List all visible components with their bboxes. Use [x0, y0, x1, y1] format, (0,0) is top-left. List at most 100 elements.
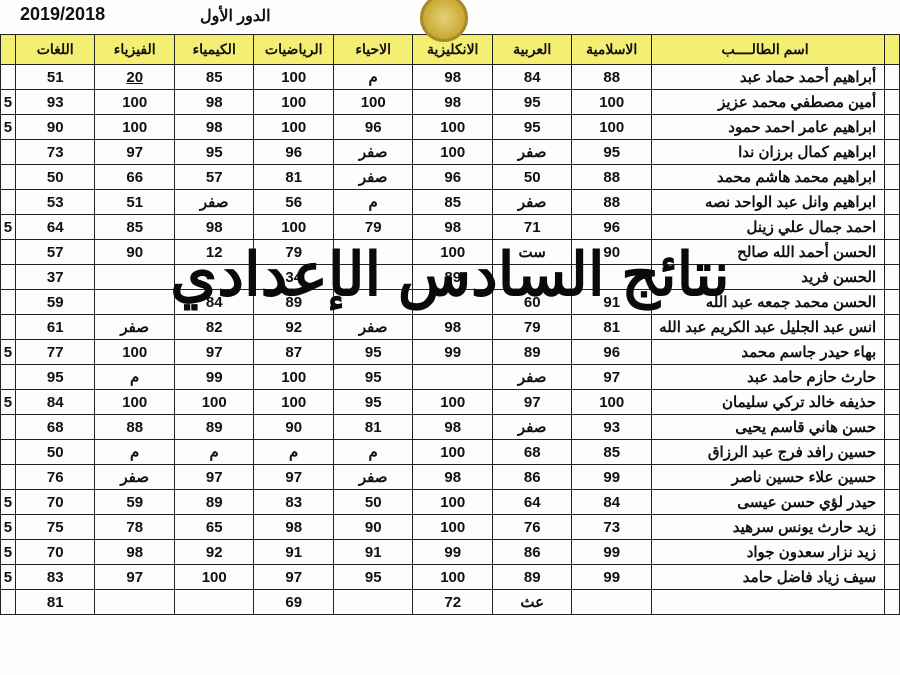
cell-islamic: 85	[572, 440, 652, 465]
cell-cut-right	[885, 365, 900, 390]
cell-chem	[174, 590, 254, 615]
cell-phys: 90	[95, 240, 175, 265]
cell-chem: 98	[174, 215, 254, 240]
grades-table: اسم الطالــــبالاسلاميةالعربيةالانكليزية…	[0, 34, 900, 615]
cell-name: زيد حارث يونس سرهيد	[651, 515, 884, 540]
cell-bio: صفر	[333, 140, 413, 165]
cell-islamic: 99	[572, 565, 652, 590]
cell-islamic	[572, 265, 652, 290]
cell-math: 100	[254, 65, 334, 90]
cell-lang: 64	[15, 215, 95, 240]
cell-phys: 85	[95, 215, 175, 240]
cell-cut-left	[1, 415, 16, 440]
cell-name: احمد جمال علي زينل	[651, 215, 884, 240]
cell-chem: 89	[174, 490, 254, 515]
cell-cut-right	[885, 465, 900, 490]
cell-name	[651, 590, 884, 615]
col-math: الرياضيات	[254, 35, 334, 65]
cell-name: حارث حازم حامد عبد	[651, 365, 884, 390]
cell-phys: م	[95, 365, 175, 390]
cell-lang: 37	[15, 265, 95, 290]
cell-math: 96	[254, 140, 334, 165]
cell-math: 90	[254, 415, 334, 440]
cell-cut-right	[885, 90, 900, 115]
cell-cut-left: 5	[1, 515, 16, 540]
col-islamic: الاسلامية	[572, 35, 652, 65]
cell-phys: 100	[95, 90, 175, 115]
table-row: أمين مصطفي محمد عزيز10095981001009810093…	[1, 90, 900, 115]
cell-chem: 84	[174, 290, 254, 315]
cell-islamic: 73	[572, 515, 652, 540]
cell-chem: 98	[174, 90, 254, 115]
cell-english: 98	[413, 315, 493, 340]
table-row: انس عبد الجليل عبد الكريم عبد الله817998…	[1, 315, 900, 340]
cell-cut-left	[1, 590, 16, 615]
col-arabic: العربية	[492, 35, 572, 65]
table-body: أبراهيم أحمد حماد عبد888498م100852051أمي…	[1, 65, 900, 615]
table-row: حسين علاء حسين ناصر998698صفر9797صفر76	[1, 465, 900, 490]
cell-lang: 77	[15, 340, 95, 365]
table-row: حسين رافد فرج عبد الرزاق8568100مممم50	[1, 440, 900, 465]
cell-cut-left	[1, 315, 16, 340]
col-phys: الفيزياء	[95, 35, 175, 65]
cell-phys	[95, 590, 175, 615]
cell-lang: 75	[15, 515, 95, 540]
cell-bio: 79	[333, 215, 413, 240]
cell-arabic: 60	[492, 290, 572, 315]
table-row: الحسن أحمد الله صالح90ست10079129057	[1, 240, 900, 265]
table-row: ابراهيم محمد هاشم محمد885096صفر81576650	[1, 165, 900, 190]
cell-name: الحسن أحمد الله صالح	[651, 240, 884, 265]
cell-cut-right	[885, 265, 900, 290]
cell-bio: 95	[333, 565, 413, 590]
cell-name: حيدر لؤي حسن عيسى	[651, 490, 884, 515]
cell-math: 100	[254, 115, 334, 140]
cell-chem: 65	[174, 515, 254, 540]
cell-cut-left	[1, 440, 16, 465]
cell-cut-right	[885, 215, 900, 240]
cell-english: 96	[413, 165, 493, 190]
cell-phys: 97	[95, 565, 175, 590]
cell-bio: 100	[333, 90, 413, 115]
cell-islamic: 95	[572, 140, 652, 165]
cell-english: 98	[413, 215, 493, 240]
cell-bio	[333, 590, 413, 615]
cell-lang: 68	[15, 415, 95, 440]
cell-math: 100	[254, 365, 334, 390]
cell-cut-right	[885, 540, 900, 565]
cell-chem: 12	[174, 240, 254, 265]
cell-math: 97	[254, 465, 334, 490]
cell-islamic: 100	[572, 115, 652, 140]
cell-cut-left	[1, 165, 16, 190]
cell-lang: 57	[15, 240, 95, 265]
cell-english: 89	[413, 265, 493, 290]
col-name: اسم الطالــــب	[651, 35, 884, 65]
cell-islamic	[572, 590, 652, 615]
table-row: حذيفه خالد تركي سليمان100971009510010010…	[1, 390, 900, 415]
cell-phys: 59	[95, 490, 175, 515]
cell-cut-left: 5	[1, 565, 16, 590]
cell-name: حسين علاء حسين ناصر	[651, 465, 884, 490]
cell-cut-left	[1, 365, 16, 390]
cell-arabic: صفر	[492, 415, 572, 440]
cell-bio: 81	[333, 415, 413, 440]
table-row: الحسن فريد893437	[1, 265, 900, 290]
top-bar: 2019/2018 الدور الأول	[0, 0, 900, 34]
cell-math: 89	[254, 290, 334, 315]
cell-name: ابراهيم كمال برزان ندا	[651, 140, 884, 165]
cell-math: 100	[254, 390, 334, 415]
cell-english: 98	[413, 65, 493, 90]
cell-chem: 97	[174, 340, 254, 365]
col-chem: الكيمياء	[174, 35, 254, 65]
cell-bio	[333, 240, 413, 265]
col-cut-right	[885, 35, 900, 65]
cell-arabic: ست	[492, 240, 572, 265]
col-lang: اللغات	[15, 35, 95, 65]
cell-math: 91	[254, 540, 334, 565]
cell-cut-right	[885, 240, 900, 265]
cell-phys: 66	[95, 165, 175, 190]
cell-name: انس عبد الجليل عبد الكريم عبد الله	[651, 315, 884, 340]
cell-arabic: 64	[492, 490, 572, 515]
cell-cut-right	[885, 390, 900, 415]
cell-name: حسن هاني قاسم يحيى	[651, 415, 884, 440]
cell-islamic: 93	[572, 415, 652, 440]
